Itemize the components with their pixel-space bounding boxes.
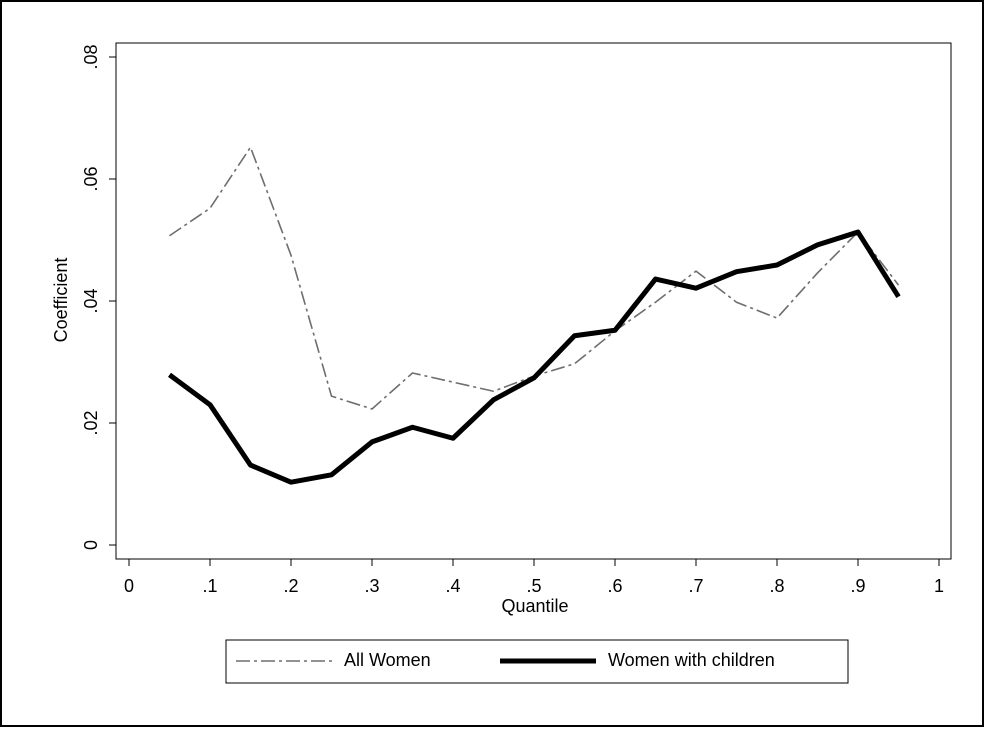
- y-tick-label: .04: [81, 288, 101, 313]
- series-line: [168, 229, 901, 485]
- x-axis-label: Quantile: [501, 596, 568, 616]
- y-tick-label: 0: [81, 540, 101, 550]
- x-tick-label: .7: [688, 576, 703, 596]
- y-tick-label: .08: [81, 44, 101, 69]
- x-tick-label: .4: [445, 576, 460, 596]
- x-tick-label: .1: [202, 576, 217, 596]
- x-tick-label: .9: [850, 576, 865, 596]
- y-axis-label: Coefficient: [51, 258, 71, 343]
- x-tick-label: 0: [124, 576, 134, 596]
- x-tick-label: 1: [934, 576, 944, 596]
- y-tick-label: .02: [81, 410, 101, 435]
- x-tick-label: .6: [607, 576, 622, 596]
- x-tick-label: .5: [526, 576, 541, 596]
- y-tick-label: .06: [81, 166, 101, 191]
- x-tick-label: .2: [283, 576, 298, 596]
- x-tick-label: .8: [769, 576, 784, 596]
- x-tick-label: .3: [364, 576, 379, 596]
- legend-label: All Women: [344, 650, 431, 670]
- legend-label: Women with children: [608, 650, 775, 670]
